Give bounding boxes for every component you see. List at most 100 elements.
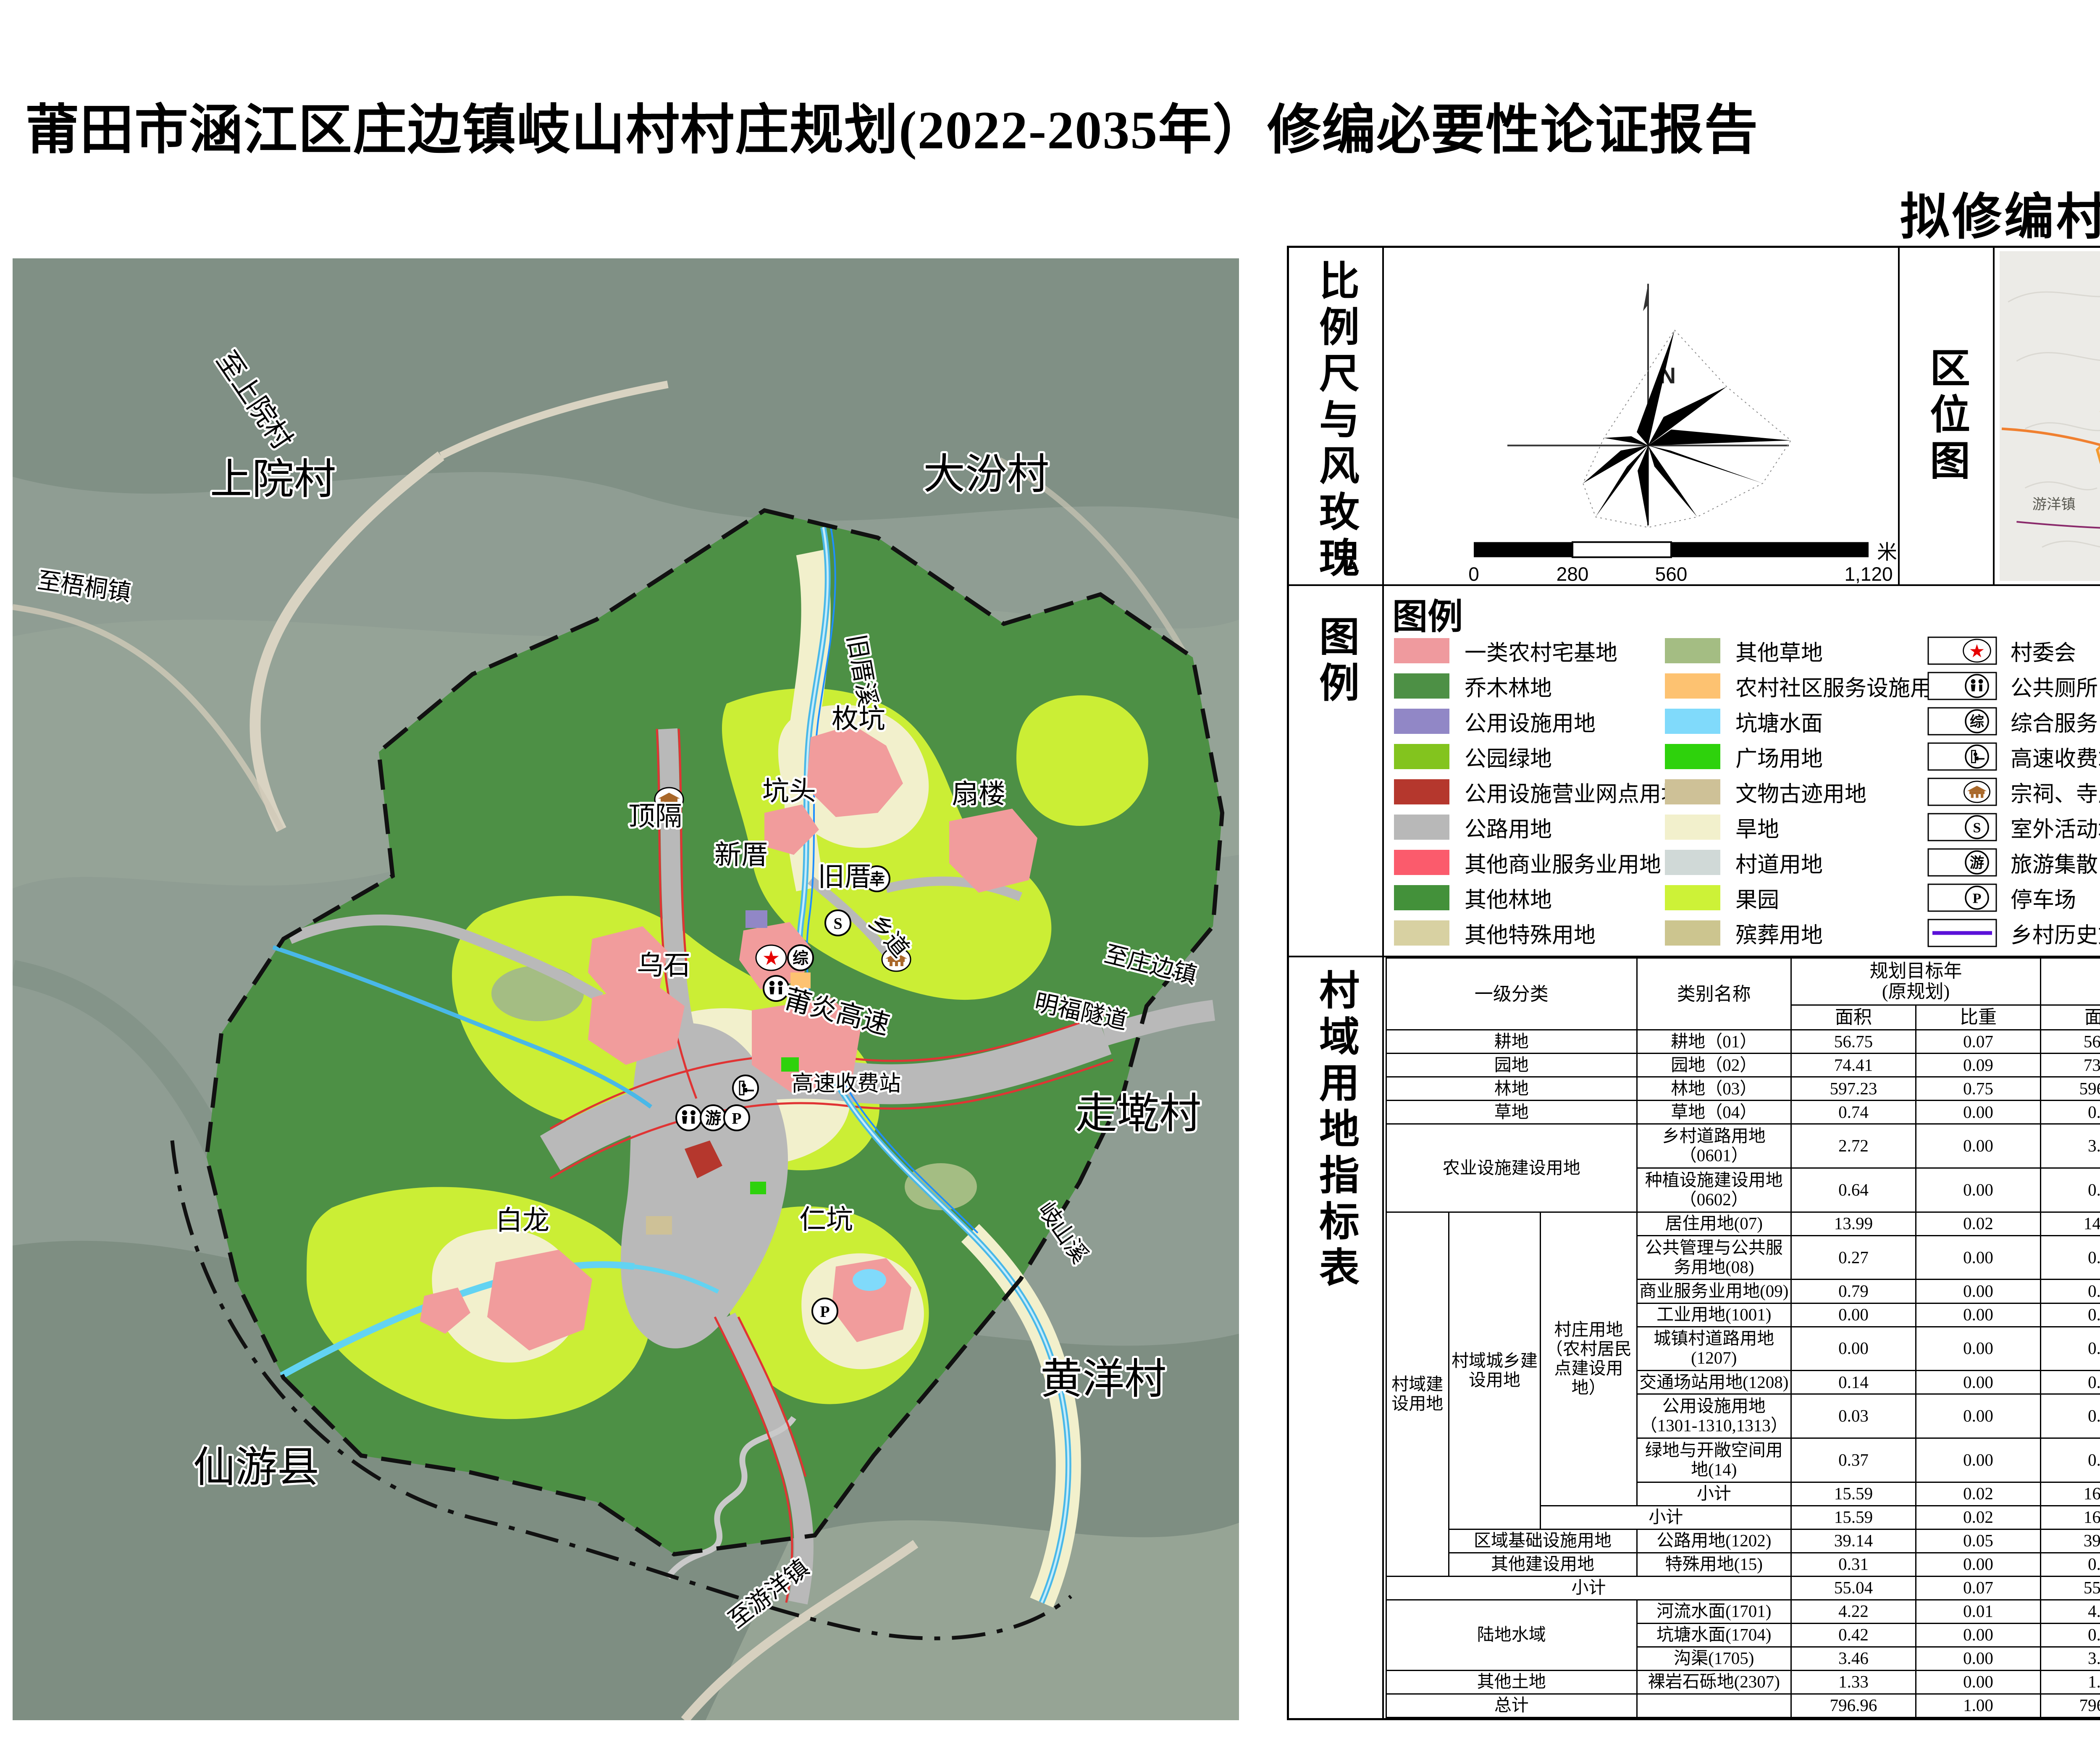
- table-cell: 其他建设用地: [1448, 1552, 1638, 1577]
- legend-item: 其他特殊用地: [1394, 915, 1596, 951]
- xing-icon: 幸: [864, 865, 890, 892]
- table-cell: 56.75: [1790, 1029, 1916, 1054]
- legend-swatch: [1394, 673, 1449, 699]
- table-cell: 0.03: [1790, 1393, 1916, 1439]
- scalebar-tick: 280: [1557, 563, 1589, 585]
- legend-item: 旱地: [1665, 809, 1779, 845]
- table-cell: 草地: [1386, 1100, 1638, 1125]
- table-section-label: 村域用地指标表: [1313, 969, 1358, 1293]
- table-cell: 商业服务业用地(09): [1636, 1279, 1792, 1304]
- windrose-petals: [1583, 330, 1791, 528]
- scale-windrose-row: 比例尺与风玫瑰 N: [1289, 248, 2100, 586]
- legend-symbol: 游: [1927, 848, 1997, 877]
- terrain-lines: [2008, 291, 2100, 548]
- you-icon: 游: [700, 1104, 727, 1131]
- map-label: 乌石: [637, 950, 690, 980]
- table-cell: 公用设施用地（1301-1310,1313）: [1636, 1393, 1792, 1439]
- table-cell: 3.40: [2040, 1123, 2100, 1169]
- s-icon: S: [824, 909, 851, 936]
- table-cell: 小计: [1636, 1481, 1792, 1506]
- legend-symbol-item: 宗祠、寺庙: [1927, 774, 2100, 809]
- temple-icon: [881, 947, 911, 972]
- table-cell: 4.22: [2040, 1599, 2100, 1624]
- table-cell: 0.58: [2040, 1167, 2100, 1213]
- table-cell: 草地（04）: [1636, 1100, 1792, 1125]
- s-icon: S: [1965, 815, 1989, 839]
- svg-text:综: 综: [1970, 714, 1984, 730]
- legend-content: 图例 一类农村宅基地 乔木林地 公用设施用地 公园绿地 公用设施营业网点用地 公路用地 其他…: [1386, 586, 2100, 956]
- legend-item: 公路用地: [1394, 809, 1552, 845]
- legend-item-label: 公用设施营业网点用地: [1465, 782, 1683, 807]
- table-cell: 796.96: [2040, 1693, 2100, 1719]
- legend-swatch: [1665, 638, 1720, 663]
- windrose-cell: N: [1386, 248, 1898, 585]
- legend-row: 图例 图例 一类农村宅基地 乔木林地 公用设施用地 公园绿地 公用设施营业网点用地 公路用…: [1289, 586, 2100, 957]
- scalebar-tick: 560: [1655, 563, 1688, 585]
- legend-item-label: 其他商业服务业用地: [1465, 853, 1662, 877]
- table-cell: 0.05: [1915, 1528, 2041, 1553]
- table-cell: 0.62: [2040, 1552, 2100, 1577]
- table-cell: 陆地水域: [1386, 1599, 1638, 1671]
- table-cell: 16.00: [2040, 1505, 2100, 1530]
- temple-icon: [1964, 780, 1990, 803]
- map-label: 上院村: [210, 456, 336, 503]
- table-cell: 1.33: [1790, 1669, 1916, 1695]
- map-label: 旧厝: [818, 862, 872, 892]
- table-cell: 村域建设用地: [1386, 1211, 1449, 1577]
- info-panel: 比例尺与风玫瑰 N: [1287, 246, 2100, 1720]
- windrose-outline: [1582, 329, 1792, 528]
- table-cell: 林地（03）: [1636, 1076, 1792, 1101]
- star-icon: ★: [1963, 639, 1991, 663]
- legend-item-label: 乡村历史文化保护线: [2011, 923, 2100, 948]
- table-cell: 0.02: [1915, 1211, 2041, 1236]
- table-header-cell: 比重: [1915, 1004, 2041, 1031]
- legend-swatch: [1665, 850, 1720, 875]
- table-cell: 0.00: [1915, 1235, 2041, 1280]
- table-cell: 0.74: [1790, 1100, 1916, 1125]
- table-cell: 0.00: [1915, 1123, 2041, 1169]
- legend-swatch: [1394, 850, 1449, 875]
- table-cell: 乡村道路用地（0601）: [1636, 1123, 1792, 1169]
- table-cell: 0.00: [1915, 1622, 2041, 1648]
- table-cell: 0.18: [2040, 1370, 2100, 1395]
- legend-item-label: 村道用地: [1735, 853, 1823, 877]
- region-town-label: 游洋镇: [2032, 497, 2076, 512]
- region-roads: [2001, 427, 2100, 529]
- table-cell: 0.00: [1915, 1646, 2041, 1671]
- svg-text:P: P: [1973, 891, 1982, 907]
- legend-item-label: 其他特殊用地: [1465, 923, 1596, 948]
- legend-item-label: 一类农村宅基地: [1465, 641, 1618, 665]
- table-cell: 3.46: [1790, 1646, 1916, 1671]
- legend-item: 一类农村宅基地: [1394, 633, 1617, 668]
- table-cell: [1636, 1693, 1792, 1719]
- windrose-svg: N: [1468, 284, 1897, 585]
- table-cell: 绿地与开敞空间用地(14): [1636, 1437, 1792, 1483]
- table-cell: 0.37: [1790, 1437, 1916, 1483]
- scalebar-tick: 1,120: [1844, 563, 1893, 585]
- svg-text:★: ★: [762, 947, 780, 970]
- table-cell: 坑塘水面(1704): [1636, 1622, 1792, 1648]
- legend-symbol: 综: [1927, 707, 1997, 736]
- streams: [272, 526, 1071, 1604]
- legend-item: 公用设施用地: [1394, 704, 1596, 739]
- legend-symbol: [1927, 672, 1997, 700]
- table-cell: 0.27: [2040, 1235, 2100, 1280]
- legend-item-label: 高速收费站: [2011, 747, 2100, 771]
- legend-item-label: 果园: [1735, 888, 1780, 912]
- table-cell: 4.22: [1790, 1599, 1916, 1624]
- table-cell: 0.27: [1790, 1235, 1916, 1280]
- table-cell: 沟渠(1705): [1636, 1646, 1792, 1671]
- table-cell: 16.00: [2040, 1481, 2100, 1506]
- svg-text:幸: 幸: [869, 871, 885, 888]
- table-cell: 公共管理与公共服务用地(08): [1636, 1235, 1792, 1280]
- legend-item: 公用设施营业网点用地: [1394, 774, 1683, 809]
- table-cell: 0.00: [1915, 1393, 2041, 1439]
- legend-symbol: [1927, 778, 1997, 806]
- table-cell: 13.99: [1790, 1211, 1916, 1236]
- legend-symbol-item: 高速收费站: [1927, 739, 2100, 774]
- table-cell: 0.00: [1790, 1302, 1916, 1327]
- table-cell: 河流水面(1701): [1636, 1599, 1792, 1624]
- table-cell: 0.00: [2040, 1302, 2100, 1327]
- legend-swatch: [1394, 638, 1449, 663]
